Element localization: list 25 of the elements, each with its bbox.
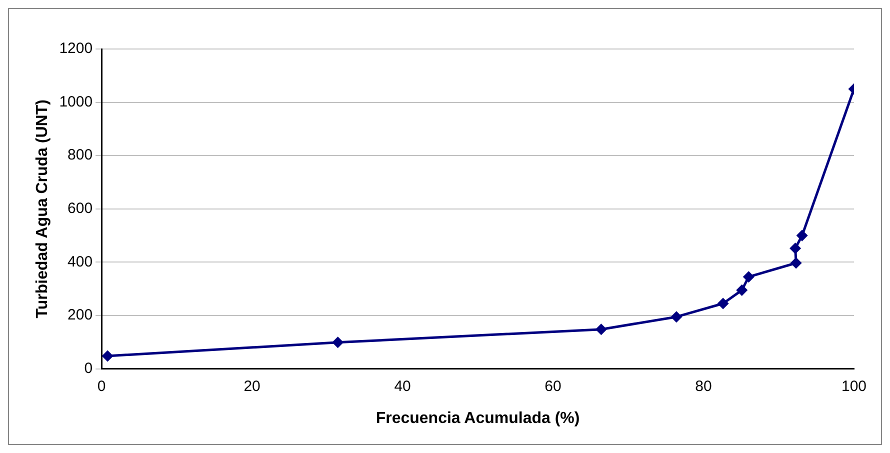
point (332, 337, 344, 348)
y-tick-label: 1200 (59, 40, 93, 58)
x-tick-label: 80 (695, 378, 712, 395)
point (596, 324, 606, 335)
point (736, 284, 748, 296)
y-tick-label: 400 (68, 253, 93, 270)
x-tick-label: 0 (97, 378, 106, 395)
point (796, 230, 808, 241)
point (718, 298, 728, 309)
y-tick-label: 800 (68, 146, 93, 164)
x-tick-label: 60 (544, 378, 562, 395)
x-axis-title: Frecuencia Acumulada (%) (376, 410, 580, 427)
point (671, 312, 682, 322)
x-tick-label: 100 (841, 378, 867, 395)
point (743, 272, 754, 282)
y-tick-label: 200 (68, 306, 93, 324)
y-axis-title: Turbiedad Agua Cruda (UNT) (34, 100, 52, 318)
y-tick-label: 0 (84, 360, 93, 377)
x-tick-label: 40 (394, 378, 411, 395)
y-tick-label: 600 (68, 200, 93, 218)
y-tick-label: 1000 (59, 93, 93, 110)
point (790, 243, 801, 254)
x-tick-label: 20 (244, 378, 260, 395)
point (790, 258, 802, 268)
point (102, 350, 113, 362)
